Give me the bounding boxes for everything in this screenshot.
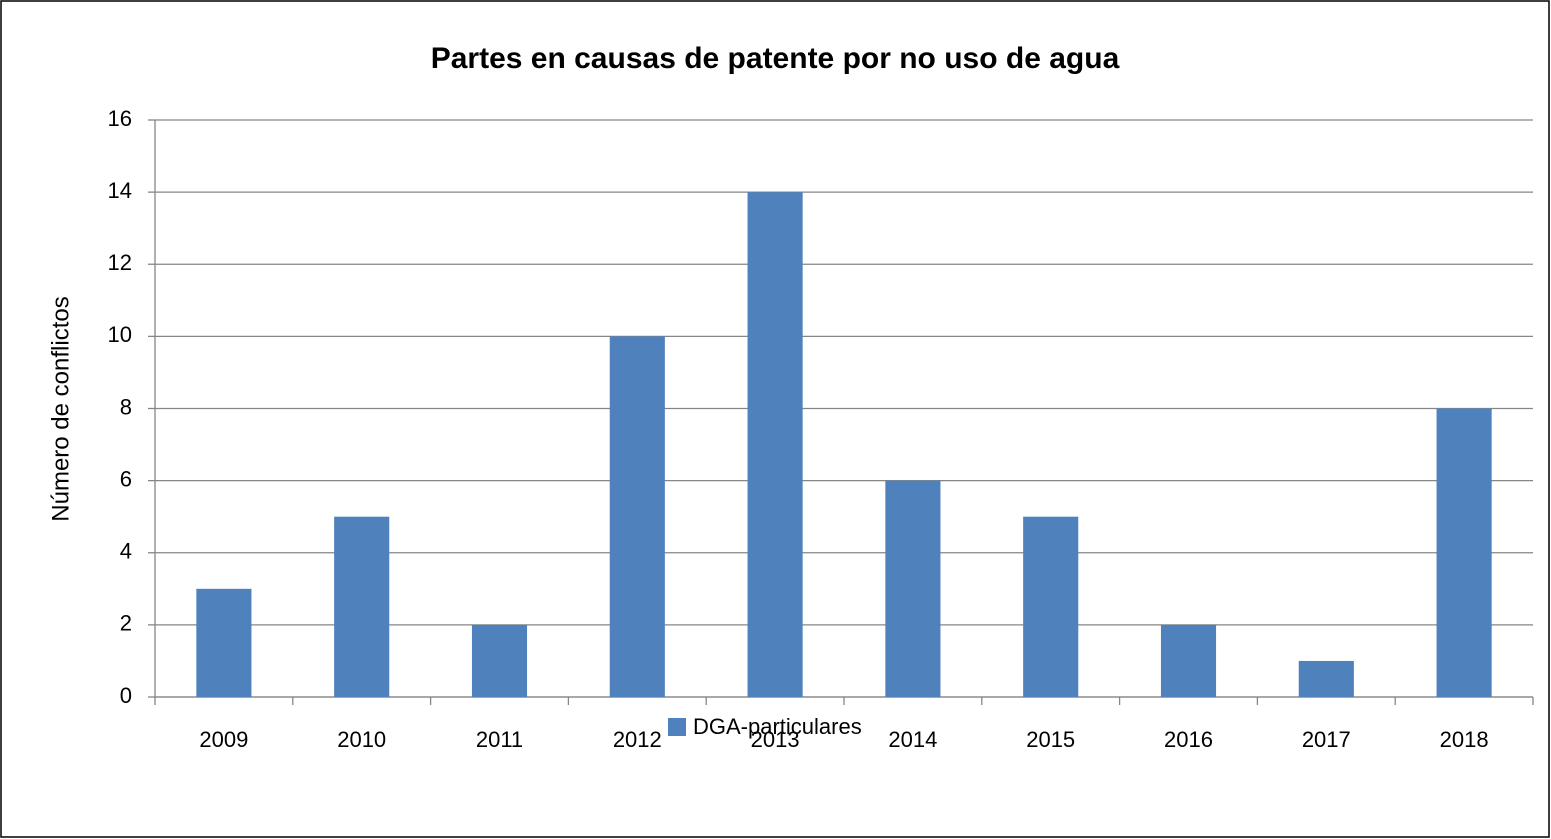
x-tick-label: 2018 <box>1440 727 1489 752</box>
y-tick-label: 16 <box>108 106 132 131</box>
bar <box>1298 660 1354 697</box>
y-tick-label: 2 <box>120 611 132 636</box>
y-axis-label: Número de conflictos <box>47 296 74 521</box>
x-tick-label: 2016 <box>1164 727 1213 752</box>
y-tick-label: 14 <box>108 178 132 203</box>
bar <box>334 516 390 697</box>
bar <box>471 624 528 697</box>
bar <box>747 192 803 697</box>
y-tick-label: 10 <box>108 322 132 347</box>
x-tick-label: 2010 <box>337 727 386 752</box>
y-tick-label: 0 <box>120 683 132 708</box>
bar <box>196 588 252 697</box>
x-tick-label: 2015 <box>1026 727 1075 752</box>
x-tick-label: 2014 <box>888 727 937 752</box>
bar <box>1160 624 1217 697</box>
bar <box>1023 516 1079 697</box>
bar <box>885 480 941 697</box>
x-tick-label: 2011 <box>476 727 523 752</box>
legend-swatch <box>668 718 686 736</box>
x-tick-label: 2012 <box>613 727 662 752</box>
y-tick-label: 6 <box>120 466 132 491</box>
y-tick-label: 4 <box>120 539 132 564</box>
chart-title: Partes en causas de patente por no uso d… <box>431 42 1120 75</box>
y-tick-label: 12 <box>108 250 132 275</box>
x-tick-label: 2009 <box>199 727 248 752</box>
bar <box>1436 408 1492 697</box>
bar <box>609 336 665 697</box>
legend-label: DGA-particulares <box>693 714 862 739</box>
x-tick-label: 2013 <box>751 727 800 752</box>
x-tick-label: 2017 <box>1302 727 1351 752</box>
y-tick-label: 8 <box>120 394 132 419</box>
